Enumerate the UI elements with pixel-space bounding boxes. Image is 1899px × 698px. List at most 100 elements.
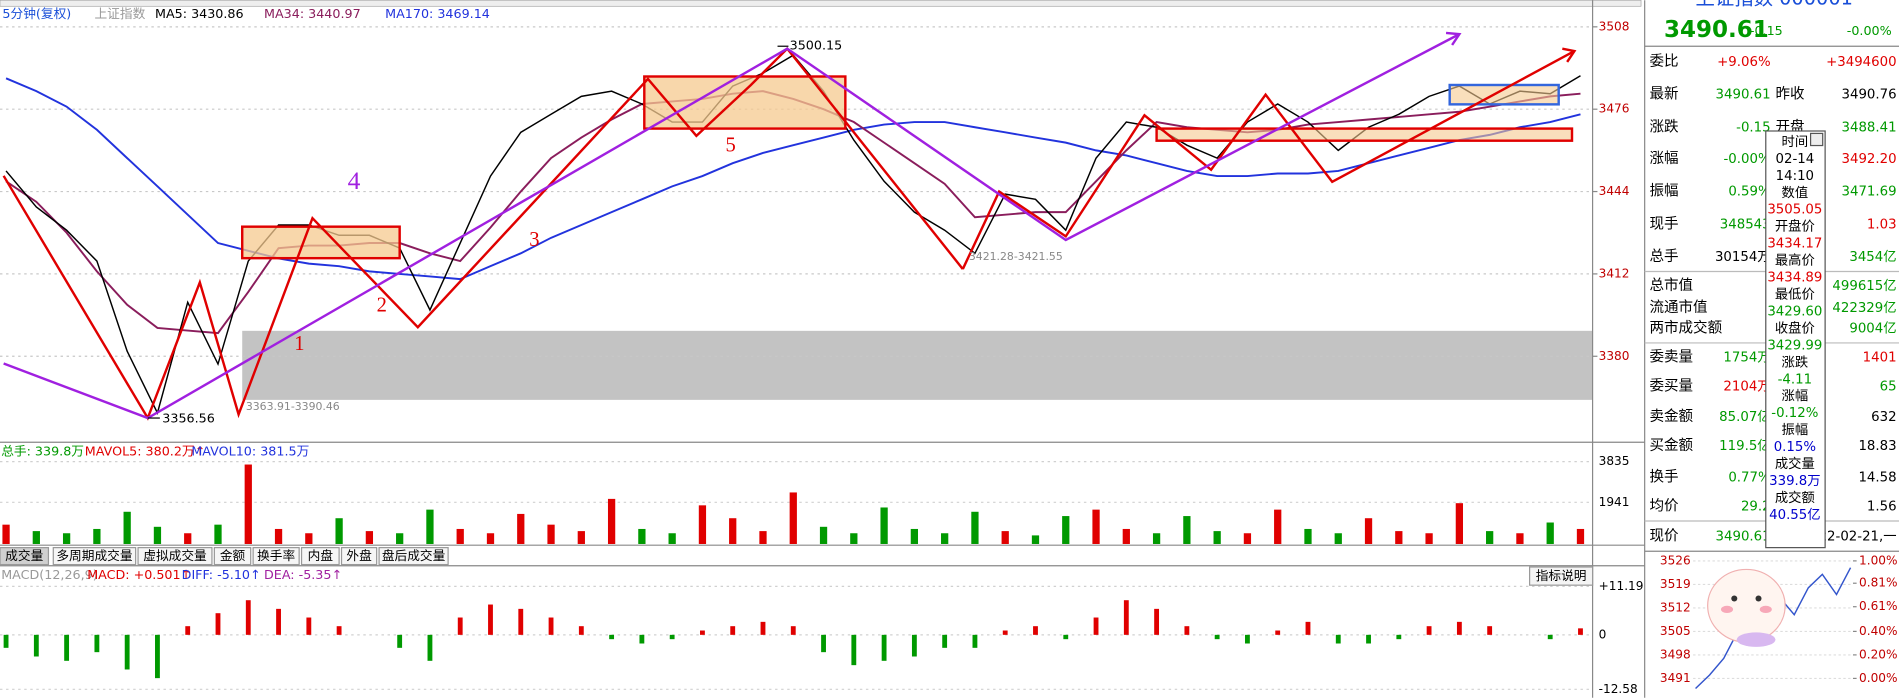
box	[1155, 127, 1574, 142]
volume-bar	[1395, 531, 1403, 544]
annotations: 1 2 3 4 5 3356.56 3500.15 3363.91-3390.4…	[162, 38, 1062, 426]
box	[241, 225, 401, 260]
y-tick-label: 3519	[1660, 577, 1691, 591]
tooltip-text: 40.55亿	[1769, 507, 1820, 523]
macd-bar	[306, 617, 312, 635]
macd-bar	[972, 634, 978, 648]
tab[interactable]	[252, 547, 300, 566]
row-label: 现手	[1650, 215, 1679, 232]
tab-label[interactable]: 盘后成交量	[382, 548, 446, 563]
volume-bar	[850, 533, 858, 544]
row-value: 632	[1871, 410, 1896, 425]
volume-bar	[2, 524, 10, 544]
box	[643, 75, 847, 130]
tab-label[interactable]: 虚拟成交量	[143, 548, 207, 563]
trend-line	[2, 46, 964, 421]
macd-bar	[155, 634, 160, 679]
row-value: 0.59%	[1728, 185, 1770, 200]
ma-label: MA5: 3430.86	[155, 6, 244, 21]
volume-bar	[123, 511, 131, 544]
plot	[2, 54, 1585, 679]
volume-bar	[971, 511, 979, 544]
volume-bar	[1122, 528, 1130, 544]
tab[interactable]	[0, 547, 50, 566]
volume-bar	[1546, 522, 1554, 544]
tab-label[interactable]: 换手率	[257, 548, 295, 563]
volume-bar	[1364, 518, 1373, 544]
macd-bar	[639, 634, 645, 644]
macd-bar	[1578, 628, 1583, 635]
arrow-head	[1562, 47, 1577, 63]
support-zone	[242, 330, 1593, 400]
row-value: 119.5亿	[1719, 438, 1770, 454]
tab-label[interactable]: 金额	[220, 548, 246, 563]
y2-tick-label: 0.00%	[1859, 671, 1897, 685]
macd-bar	[1366, 634, 1371, 644]
y-tick-label: 3380	[1599, 349, 1630, 363]
row-label: 卖金额	[1650, 408, 1694, 425]
macd-bar	[427, 634, 433, 661]
sticker-eye	[1755, 595, 1762, 602]
row-value: 3492.20	[1842, 152, 1897, 167]
tooltip-close[interactable]	[1809, 132, 1824, 147]
macd-bar	[1245, 634, 1250, 644]
volume-bar	[1152, 533, 1161, 544]
macd-bar	[1214, 634, 1220, 640]
quote-panel: 上证指数 000001 3490.61 -0.15 -0.00% 委比 +9.06…	[1644, 0, 1899, 545]
macd-bar	[488, 604, 493, 635]
tab[interactable]	[137, 547, 213, 566]
tooltip-text: 339.8万	[1769, 474, 1820, 489]
tab-label[interactable]: 多周期成交量	[56, 548, 133, 563]
row-value: 3490.76	[1842, 88, 1897, 103]
indicator-help-button[interactable]	[1529, 566, 1594, 586]
indicator-help-button[interactable]: 指标说明	[1536, 568, 1587, 583]
row-value: 18.83	[1858, 439, 1896, 454]
ma-label: MA34: 3440.97	[264, 6, 361, 21]
quote-title: 上证指数 000001	[1696, 0, 1853, 9]
volume-bar	[1334, 533, 1342, 544]
macd-bar	[578, 626, 584, 635]
row-label: 振幅	[1650, 183, 1679, 200]
macd-bar	[911, 634, 917, 657]
tooltip-text: 最低价	[1775, 287, 1815, 303]
y2-tick-label: 0.40%	[1859, 624, 1897, 638]
macd-bar	[1487, 626, 1493, 635]
tooltip-text: 0.15%	[1774, 440, 1816, 455]
tab[interactable]	[300, 547, 340, 566]
tab[interactable]	[52, 547, 137, 566]
macd-bar	[609, 634, 615, 640]
row-label: 总市值	[1650, 277, 1694, 294]
y-tick-label: 3526	[1660, 553, 1691, 567]
symbol-label: 上证指数	[94, 6, 145, 21]
mini-chart: 3526 3519 3512 3505 3498 3491 1.00% 0.81% 0.61% 0…	[1644, 550, 1899, 689]
volume-bar	[1213, 531, 1221, 544]
macd-label: DEA: -5.35↑	[264, 567, 342, 582]
volume-bar	[668, 533, 676, 544]
tooltip-text: 收盘价	[1775, 319, 1815, 336]
tab[interactable]	[340, 547, 378, 566]
tab[interactable]	[378, 547, 449, 566]
macd-bar	[1335, 634, 1341, 644]
tab-label[interactable]: 内盘	[308, 548, 334, 563]
row-label: 涨跌	[1650, 118, 1680, 135]
tab-bar: 成交量 多周期成交量 虚拟成交量 金额 换手率 内盘 外盘 盘后成交量	[0, 547, 449, 566]
y2-tick-label: 1.00%	[1859, 553, 1897, 567]
row-label: 最新	[1650, 86, 1679, 103]
tab-label[interactable]: 成交量	[5, 548, 43, 563]
tooltip-text: 时间	[1782, 134, 1809, 150]
y-tick-label: 3512	[1660, 600, 1691, 614]
sticker-cheek	[1759, 605, 1772, 614]
volume-bar	[1031, 535, 1040, 544]
volume-bar	[335, 518, 343, 544]
tab[interactable]	[213, 547, 252, 566]
macd-bar	[215, 613, 221, 635]
tooltip-text: -0.12%	[1771, 406, 1818, 421]
tab-label[interactable]: 外盘	[346, 548, 372, 563]
row-value: 1754万	[1723, 350, 1770, 365]
macd-bar	[790, 626, 796, 635]
quote-pct: -0.00%	[1847, 23, 1892, 38]
volume-bar	[1486, 531, 1494, 544]
volume-bar	[607, 498, 616, 544]
